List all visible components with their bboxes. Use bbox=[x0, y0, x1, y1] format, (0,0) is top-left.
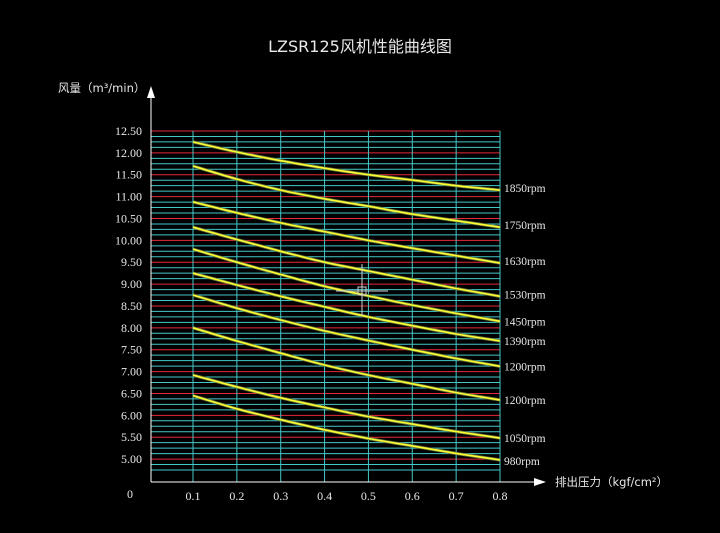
x-axis-arrow-icon bbox=[534, 478, 546, 486]
series-line-outline bbox=[192, 140, 501, 192]
y-tick-label: 5.50 bbox=[121, 430, 142, 444]
series-label: 980rpm bbox=[504, 456, 540, 468]
y-tick-label: 6.50 bbox=[121, 386, 142, 400]
series-label: 1630rpm bbox=[504, 256, 546, 268]
series-line bbox=[192, 272, 501, 342]
series-line-outline bbox=[192, 394, 501, 462]
x-tick-label: 0.8 bbox=[493, 489, 508, 503]
series-line-outline bbox=[192, 200, 501, 265]
series-label: 1390rpm bbox=[504, 336, 546, 348]
series-line-outline bbox=[192, 271, 501, 343]
series-line bbox=[192, 226, 501, 298]
x-tick-label: 0.2 bbox=[229, 489, 244, 503]
x-tick-label: 0.4 bbox=[317, 489, 332, 503]
x-tick-label: 0.6 bbox=[405, 489, 420, 503]
y-tick-label: 12.00 bbox=[115, 146, 142, 160]
series-label: 1200rpm bbox=[504, 395, 546, 407]
x-tick-label: 0.5 bbox=[361, 489, 376, 503]
y-tick-label: 12.50 bbox=[115, 124, 142, 138]
series-line bbox=[192, 141, 501, 191]
y-axis-label: 风量（m³/min） bbox=[58, 81, 145, 95]
series-line-outline bbox=[192, 373, 501, 440]
series-line bbox=[192, 165, 501, 228]
series-line bbox=[192, 201, 501, 264]
y-tick-label: 9.50 bbox=[121, 255, 142, 269]
y-tick-label: 7.00 bbox=[121, 365, 142, 379]
series-line bbox=[192, 394, 501, 461]
origin-label: 0 bbox=[127, 487, 133, 501]
series-label: 1750rpm bbox=[504, 220, 546, 232]
series-labels: 1850rpm 1750rpm 1630rpm 1530rpm 1450rpm 1390r… bbox=[504, 183, 546, 468]
y-tick-label: 6.00 bbox=[121, 408, 142, 422]
chart-title: LZSR125风机性能曲线图 bbox=[268, 37, 452, 56]
series-line bbox=[192, 294, 501, 368]
tick-labels: 5.00 5.50 6.00 6.50 7.00 7.50 8.00 8.50 9.00 9.50… bbox=[115, 124, 508, 503]
series-label: 1200rpm bbox=[504, 361, 546, 373]
x-tick-label: 0.3 bbox=[273, 489, 288, 503]
series-line bbox=[192, 374, 501, 439]
y-tick-label: 8.50 bbox=[121, 299, 142, 313]
grid bbox=[151, 130, 501, 482]
axes bbox=[147, 86, 546, 486]
series-label: 1050rpm bbox=[504, 433, 546, 445]
y-tick-label: 10.50 bbox=[115, 211, 142, 225]
y-tick-label: 8.00 bbox=[121, 321, 142, 335]
x-tick-label: 0.7 bbox=[449, 489, 464, 503]
series-line bbox=[192, 327, 501, 401]
x-tick-label: 0.1 bbox=[186, 489, 201, 503]
y-tick-label: 11.00 bbox=[115, 190, 142, 204]
series-label: 1530rpm bbox=[504, 289, 546, 301]
series-label: 1450rpm bbox=[504, 316, 546, 328]
series-label: 1850rpm bbox=[504, 183, 546, 195]
y-tick-label: 9.00 bbox=[121, 277, 142, 291]
y-tick-label: 7.50 bbox=[121, 343, 142, 357]
series-group bbox=[192, 140, 501, 462]
y-axis-arrow-icon bbox=[147, 86, 155, 98]
y-tick-label: 5.00 bbox=[121, 452, 142, 466]
y-tick-label: 11.50 bbox=[115, 168, 142, 182]
x-axis-label: 排出压力（kgf/cm²） bbox=[555, 475, 668, 489]
y-tick-label: 10.00 bbox=[115, 233, 142, 247]
cursor-crosshair bbox=[336, 264, 388, 316]
